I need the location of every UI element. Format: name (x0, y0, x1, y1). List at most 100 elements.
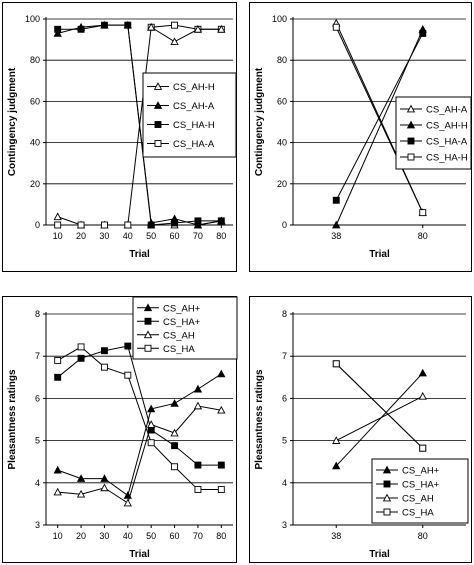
legend-label-cs-ah-h: CS_AH-H (173, 82, 215, 93)
y-tick-label: 0 (282, 220, 287, 230)
data-point-cs-ha-h (101, 22, 107, 28)
series-line-cs-ah (336, 373, 423, 466)
gridlines (293, 314, 466, 483)
legend-label-cs-ah: CS_AH+ (402, 466, 440, 477)
y-tick-label: 60 (30, 96, 40, 106)
chart-panel-pleasantness-trials: 3 4 5 6 7 8 10 20 30 40 50 60 70 80 Trial Pleasantness … (2, 296, 237, 563)
series-line-extra (151, 27, 221, 41)
y-tick-label: 40 (277, 138, 287, 148)
data-point-cs-ha-h (172, 220, 178, 226)
chart-contingency-summary: 0 20 40 60 80 100 38 80 Trial Contingency judgmen… (250, 3, 473, 273)
series-cs-ha (55, 344, 225, 493)
y-tick-label: 8 (35, 309, 40, 319)
data-point-cs-ha-h (420, 210, 426, 216)
series-line-cs-ha (336, 364, 423, 448)
data-point-cs-ha (148, 440, 154, 446)
data-point-cs-ha (101, 364, 107, 370)
legend: CS_AH-H CS_AH-A CS_HA-H CS_HA-A (143, 73, 236, 157)
legend-label-cs-ha: CS_HA (163, 344, 195, 355)
data-point-cs-ah (419, 370, 426, 376)
legend-marker-cs-ha-h (408, 154, 414, 160)
legend-label-cs-ah-h: CS_AH-H (426, 121, 468, 132)
x-tick-label: 10 (53, 531, 63, 541)
x-tick-label: 60 (170, 531, 180, 541)
chart-panel-contingency-trials: 0 20 40 60 80 100 10 20 30 40 50 60 70 80 Trial Conting… (2, 2, 237, 272)
x-tick-label: 70 (193, 231, 203, 241)
data-point-cs-ha-h (125, 22, 131, 28)
data-point-cs-ah (54, 467, 61, 473)
data-point-cs-ha (172, 443, 178, 449)
x-axis-label: Trial (129, 549, 150, 560)
x-tick-label: 40 (123, 231, 133, 241)
y-axis-label: Pleasantness ratings (7, 369, 18, 469)
legend-marker-cs-ha (145, 318, 151, 324)
data-point-cs-ha (333, 361, 339, 367)
data-point-cs-ha (420, 445, 426, 451)
legend: CS_AH-ACS_AH-HCS_HA-ACS_HA-H (396, 97, 471, 169)
data-point-cs-ah (195, 403, 202, 409)
x-tick-label: 20 (76, 531, 86, 541)
x-tick-label: 38 (331, 231, 341, 241)
y-axis-label: Contingency judgment (7, 67, 18, 176)
y-axis-label: Contingency judgment (254, 67, 265, 176)
legend: CS_AH+ CS_HA+ CS_AH CS_HA (372, 459, 468, 523)
data-point-cs-ha-a (55, 222, 61, 228)
data-point-cs-ha (195, 462, 201, 468)
data-point-cs-ha-h (218, 218, 224, 224)
x-tick-label: 80 (216, 531, 226, 541)
chart-pleasantness-trials: 34567810 20 30 40 50 60 70 80TrialPleasantness … (3, 297, 238, 564)
x-tick-label: 60 (170, 231, 180, 241)
x-tick-label: 80 (216, 231, 226, 241)
data-point-cs-ah-h (54, 213, 61, 219)
data-point-cs-ha (125, 343, 131, 349)
legend-label-cs-ha: CS_HA+ (163, 317, 201, 328)
data-point-cs-ha-a (101, 222, 107, 228)
series-cs-ha (333, 361, 426, 451)
legend-label-cs-ah: CS_AH+ (163, 303, 201, 314)
x-tick-label: 50 (146, 531, 156, 541)
data-point-cs-ha-a (172, 22, 178, 28)
legend-marker-cs-ha-a (408, 138, 414, 144)
data-point-cs-ha (125, 372, 131, 378)
data-point-cs-ah (171, 400, 178, 406)
x-axis-label: Trial (369, 549, 390, 560)
y-tick-label: 0 (35, 220, 40, 230)
data-point-cs-ha (172, 464, 178, 470)
legend-marker-cs-ha (145, 345, 151, 351)
y-tick-label: 6 (282, 393, 287, 403)
data-point-cs-ah (101, 484, 108, 490)
y-tick-label: 4 (282, 478, 287, 488)
series-cs-ah (333, 393, 426, 444)
data-point-cs-ha-a (333, 197, 339, 203)
y-tick-label: 80 (30, 55, 40, 65)
x-tick-label: 70 (193, 531, 203, 541)
legend-label-cs-ha-a: CS_HA-A (173, 139, 215, 150)
data-point-cs-ah (419, 393, 426, 399)
y-tick-label: 100 (25, 14, 40, 24)
data-point-cs-ha-a (420, 30, 426, 36)
data-point-cs-ha (78, 344, 84, 350)
x-tick-label: 30 (99, 531, 109, 541)
data-point-cs-ha (218, 462, 224, 468)
data-point-cs-ha-h (148, 222, 154, 228)
data-point-cs-ha (55, 357, 61, 363)
data-point-cs-ha (218, 487, 224, 493)
y-tick-label: 100 (272, 14, 287, 24)
y-tick-label: 7 (35, 351, 40, 361)
y-tick-label: 3 (35, 520, 40, 530)
data-point-extra (171, 38, 178, 44)
legend: CS_AH+ CS_HA+ CS_AH CS_HA (133, 297, 237, 359)
y-tick-label: 7 (282, 351, 287, 361)
y-tick-label: 6 (35, 393, 40, 403)
legend-label-cs-ha: CS_HA (402, 508, 434, 519)
data-point-cs-ah (218, 371, 225, 377)
data-point-cs-ha-h (78, 26, 84, 32)
x-tick-label: 30 (99, 231, 109, 241)
data-point-cs-ha-a (78, 222, 84, 228)
legend-label-cs-ha: CS_HA+ (402, 480, 440, 491)
legend-marker-cs-ha (384, 481, 390, 487)
legend-marker-cs-ha (384, 509, 390, 515)
data-point-cs-ha-a (125, 222, 131, 228)
y-tick-label: 5 (35, 436, 40, 446)
legend-label-cs-ah-a: CS_AH-A (173, 101, 215, 112)
